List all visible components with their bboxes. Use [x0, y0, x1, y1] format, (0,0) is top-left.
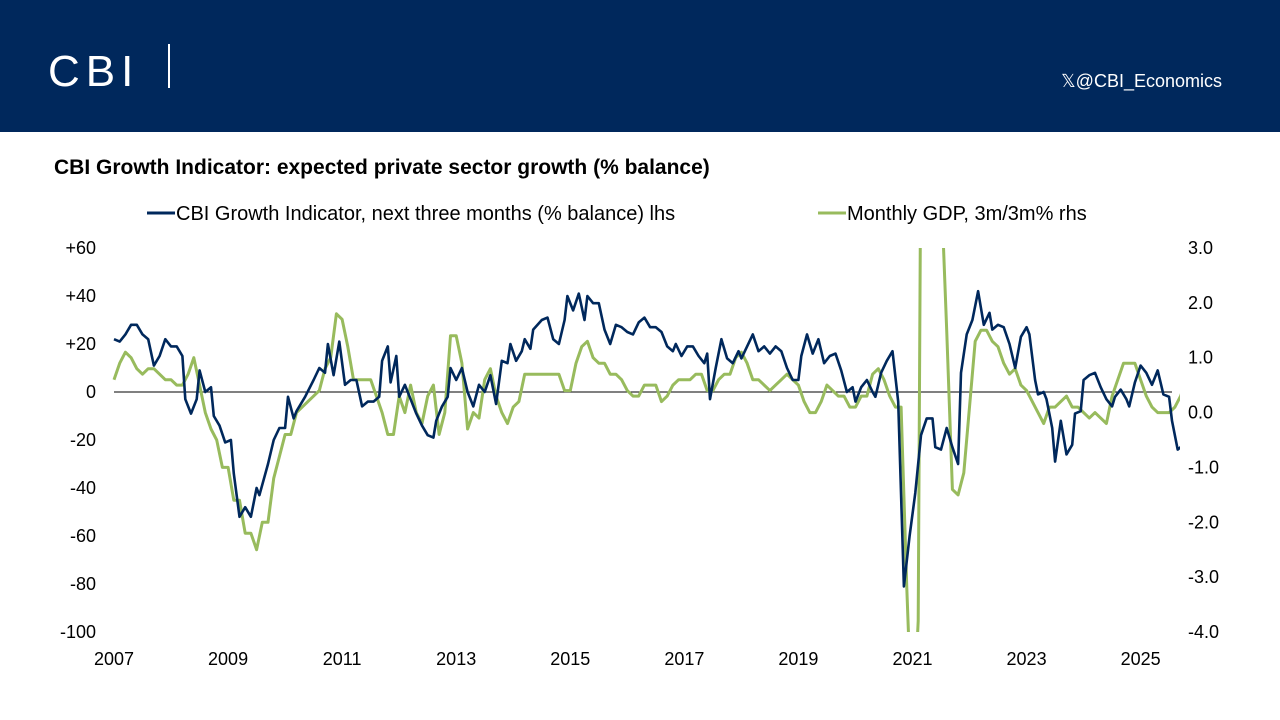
y-axis-right: 3.0 2.0 1.0 0.0 -1.0 -2.0 -3.0 -4.0 [1188, 238, 1219, 642]
y-left-tick-label: -20 [70, 430, 96, 450]
y-left-tick-label: -40 [70, 478, 96, 498]
y-right-tick-label: 3.0 [1188, 238, 1213, 258]
cbi-logo: CBI [48, 47, 140, 96]
y-left-tick-label: +60 [65, 238, 96, 258]
x-tick-label: 2019 [778, 649, 818, 669]
x-tick-label: 2015 [550, 649, 590, 669]
x-tick-label: 2021 [892, 649, 932, 669]
x-tick-label: 2009 [208, 649, 248, 669]
chart-title: CBI Growth Indicator: expected private s… [54, 156, 710, 179]
x-tick-label: 2013 [436, 649, 476, 669]
y-left-tick-label: +20 [65, 334, 96, 354]
y-right-tick-label: 2.0 [1188, 293, 1213, 313]
x-tick-label: 2025 [1121, 649, 1161, 669]
y-left-tick-label: +40 [65, 286, 96, 306]
y-right-tick-label: -3.0 [1188, 567, 1219, 587]
y-left-tick-label: -60 [70, 526, 96, 546]
x-tick-label: 2011 [323, 649, 362, 669]
x-tick-label: 2007 [94, 649, 134, 669]
header-banner: CBI 𝕏@CBI_Economics [0, 0, 1280, 132]
y-right-tick-label: 1.0 [1188, 348, 1213, 368]
x-tick-label: 2017 [664, 649, 704, 669]
social-handle[interactable]: 𝕏@CBI_Economics [1061, 71, 1222, 91]
x-tick-label: 2023 [1007, 649, 1047, 669]
legend: CBI Growth Indicator, next three months … [147, 203, 1087, 225]
y-right-tick-label: -2.0 [1188, 512, 1219, 532]
logo-divider [168, 44, 170, 88]
legend-label-gdp: Monthly GDP, 3m/3m% rhs [847, 203, 1087, 225]
series-line-gdp [112, 248, 1180, 632]
x-axis: 2007 2009 2011 2013 2015 2017 2019 2021 2023 2025 [94, 649, 1161, 669]
y-left-tick-label: -80 [70, 574, 96, 594]
series-line-cbi [113, 289, 1180, 588]
y-right-tick-label: -1.0 [1188, 457, 1219, 477]
y-right-tick-label: -4.0 [1188, 622, 1219, 642]
legend-label-cbi: CBI Growth Indicator, next three months … [176, 203, 675, 225]
y-axis-left: +60 +40 +20 0 -20 -40 -60 -80 -100 [60, 238, 96, 642]
y-left-tick-label: 0 [86, 382, 96, 402]
y-right-tick-label: 0.0 [1188, 403, 1213, 423]
y-left-tick-label: -100 [60, 622, 96, 642]
